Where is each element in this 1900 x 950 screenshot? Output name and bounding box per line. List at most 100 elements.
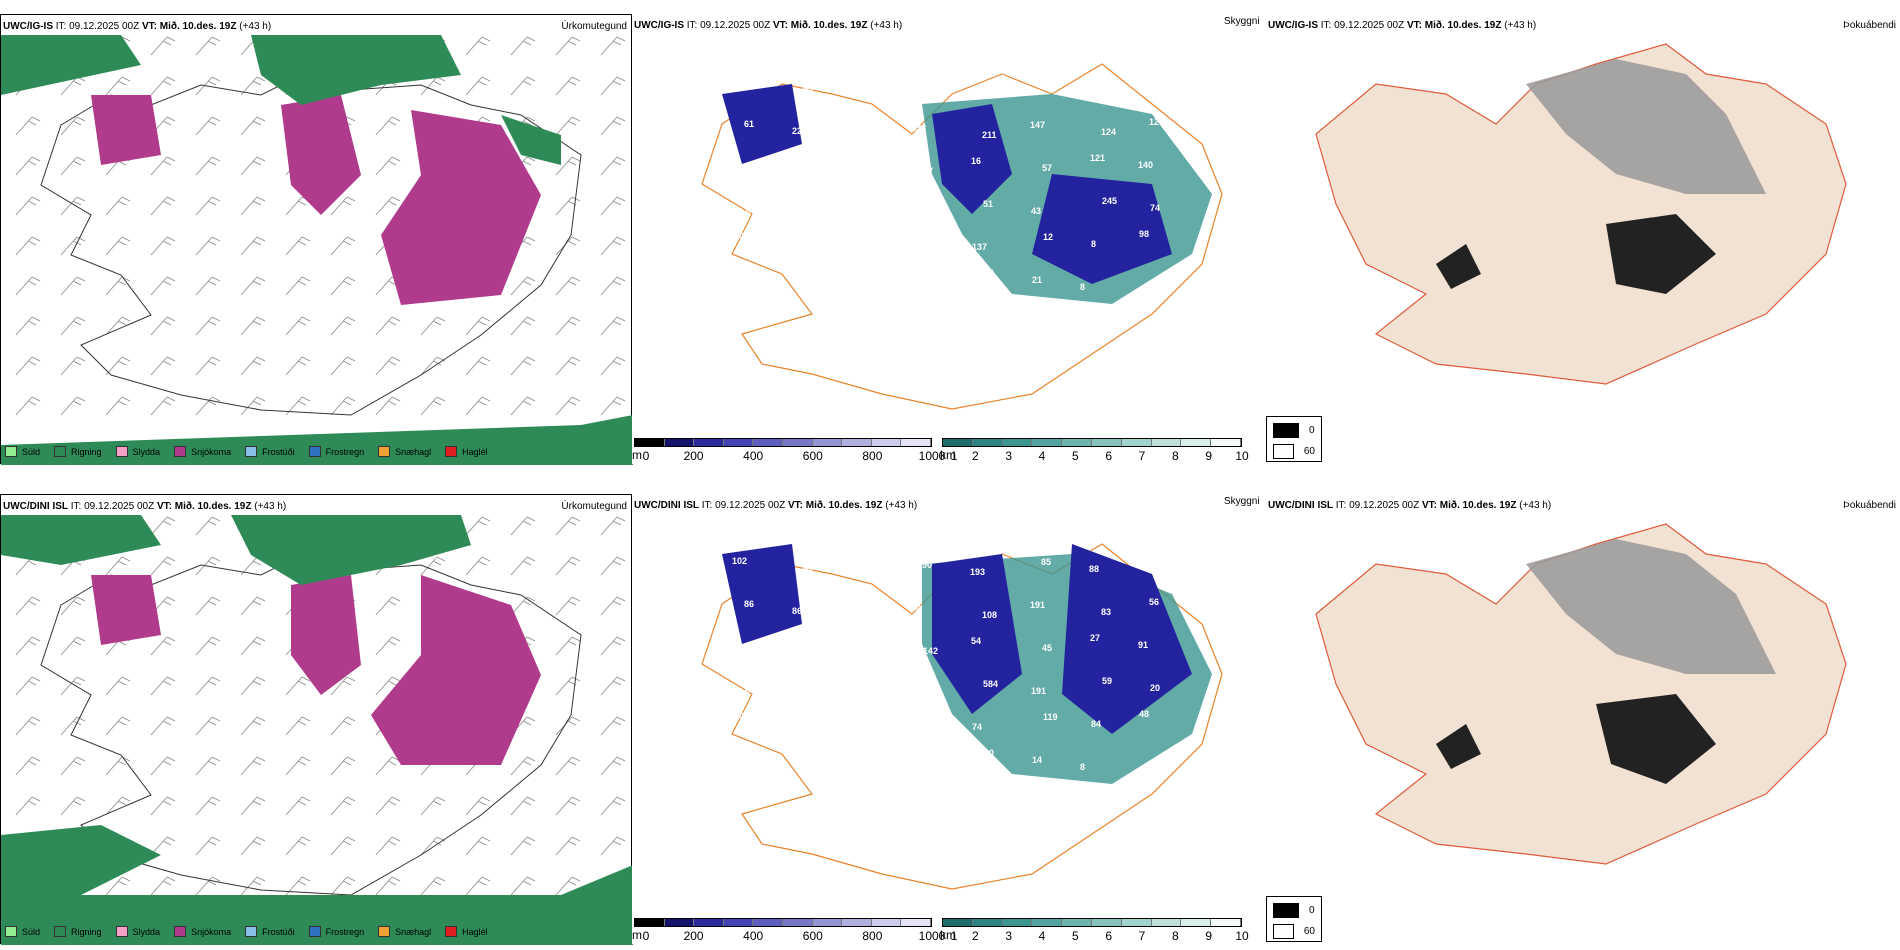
visibility-value: 191 bbox=[1030, 600, 1045, 610]
colorbar-segment bbox=[782, 439, 813, 446]
wind-barb bbox=[330, 836, 356, 856]
wind-barb bbox=[330, 876, 356, 896]
visibility-value: 12 bbox=[1043, 232, 1053, 242]
wind-barb bbox=[330, 796, 356, 816]
wind-barb bbox=[150, 796, 176, 816]
wind-barb bbox=[240, 356, 266, 376]
wind-barb bbox=[510, 876, 536, 896]
wind-barb bbox=[375, 596, 401, 616]
visibility-value: 90 bbox=[922, 560, 932, 570]
wind-barb bbox=[285, 276, 311, 296]
visibility-value: 203 bbox=[734, 711, 749, 721]
visibility-numbers-1: 9548759422297553961223171238211147124125… bbox=[732, 76, 1170, 292]
vis-colorbar-2: 1 2 3 4 5 6 7 8 9 10 km bbox=[940, 918, 1249, 943]
visibility-value: 54 bbox=[733, 162, 743, 172]
panel-title: Úrkomutegund bbox=[561, 501, 627, 512]
visibility-value: 59 bbox=[1102, 676, 1112, 686]
wind-barb bbox=[330, 236, 356, 256]
visibility-value: 171 bbox=[863, 116, 878, 126]
precip-type-map-1[interactable] bbox=[1, 15, 633, 465]
visibility-value: 86 bbox=[744, 599, 754, 609]
wind-barb bbox=[555, 116, 581, 136]
legend-item: Snæhagl bbox=[378, 926, 431, 937]
fog-panel-2: UWC/DINI ISL IT: 09.12.2025 00Z VT: Mið.… bbox=[1266, 494, 1900, 894]
wind-barb bbox=[150, 36, 176, 56]
height-colorbar-1: 0 200 400 600 800 1000 m bbox=[632, 438, 946, 463]
visibility-value: 86 bbox=[792, 606, 802, 616]
wind-barb bbox=[555, 396, 581, 416]
visibility-value: 50 bbox=[911, 603, 921, 613]
wind-barb bbox=[330, 196, 356, 216]
visibility-value: 75 bbox=[851, 90, 861, 100]
colorbar-segment bbox=[1181, 439, 1212, 446]
wind-barb bbox=[330, 356, 356, 376]
visibility-value: 147 bbox=[1030, 120, 1045, 130]
colorbar-segment bbox=[694, 439, 724, 446]
colorbar-ticks: 0 200 400 600 800 1000 bbox=[634, 449, 946, 463]
wind-barb bbox=[15, 676, 41, 696]
visibility-map-2[interactable]: 102 46 77 90 193 85 88 44 86 86 53 50 108 191 83 56 46 52… bbox=[632, 494, 1262, 914]
colorbar-segment bbox=[1062, 919, 1092, 926]
colorbar-bars bbox=[634, 438, 932, 447]
wind-barb bbox=[600, 716, 626, 736]
wind-barb bbox=[60, 636, 86, 656]
visibility-value: 76 bbox=[865, 751, 875, 761]
wind-barb bbox=[195, 676, 221, 696]
colorbar-segment bbox=[753, 439, 783, 446]
wind-barb bbox=[510, 76, 536, 96]
legend-item: Súld bbox=[5, 446, 40, 457]
visibility-value: 74 bbox=[972, 722, 982, 732]
visibility-value: 8 bbox=[1080, 282, 1085, 292]
panel-header: UWC/IG-IS IT: 09.12.2025 00Z VT: Mið. 10… bbox=[3, 21, 272, 32]
colorbar-segment bbox=[972, 439, 1003, 446]
visibility-value: 48 bbox=[803, 83, 813, 93]
colorbar-segment bbox=[1091, 919, 1122, 926]
wind-barb bbox=[555, 756, 581, 776]
visibility-panel-1: UWC/IG-IS IT: 09.12.2025 00Z VT: Mið. 10… bbox=[632, 14, 1262, 464]
wind-barb bbox=[600, 76, 626, 96]
wind-barb bbox=[150, 396, 176, 416]
wind-barb bbox=[240, 316, 266, 336]
fog-map-1[interactable] bbox=[1266, 14, 1900, 414]
colorbar-segment bbox=[1062, 439, 1092, 446]
wind-barb bbox=[375, 356, 401, 376]
wind-barb bbox=[195, 196, 221, 216]
fog-legend-item: 0 bbox=[1273, 423, 1315, 438]
panel-header: UWC/IG-IS IT: 09.12.2025 00Z VT: Mið. 10… bbox=[634, 20, 903, 31]
colorbar-segment bbox=[1181, 919, 1212, 926]
colorbar-tick: 200 bbox=[683, 449, 704, 463]
wind-barb bbox=[150, 76, 176, 96]
wind-barb bbox=[105, 356, 131, 376]
wind-barb bbox=[150, 356, 176, 376]
fog-map-2[interactable] bbox=[1266, 494, 1900, 894]
precip-legend: Súld Rigning Slydda Snjókoma Frostúði Fr… bbox=[5, 446, 488, 457]
visibility-value: 64 bbox=[804, 152, 814, 162]
wind-barb bbox=[555, 836, 581, 856]
precip-type-map-2[interactable] bbox=[1, 495, 633, 945]
visibility-value: 98 bbox=[1139, 229, 1149, 239]
wind-barb bbox=[195, 516, 221, 536]
visibility-value: 101 bbox=[924, 715, 939, 725]
panel-title: Þokuábendi bbox=[1843, 500, 1896, 511]
wind-barb bbox=[195, 356, 221, 376]
wind-barb bbox=[285, 676, 311, 696]
visibility-value: 91 bbox=[924, 235, 934, 245]
visibility-value: 99 bbox=[794, 761, 804, 771]
wind-barb bbox=[240, 676, 266, 696]
colorbar-tick: 7 bbox=[1138, 449, 1146, 463]
wind-barb bbox=[555, 196, 581, 216]
colorbar-tick: 1000 bbox=[918, 449, 946, 463]
visibility-map-1[interactable]: 9548759422297553961223171238211147124125… bbox=[632, 14, 1262, 434]
wind-barb bbox=[510, 756, 536, 776]
wind-barb bbox=[105, 796, 131, 816]
visibility-value: 223 bbox=[792, 126, 807, 136]
wind-barb bbox=[15, 316, 41, 336]
precip-type-panel-1: UWC/IG-IS IT: 09.12.2025 00Z VT: Mið. 10… bbox=[0, 14, 633, 465]
visibility-value: 95 bbox=[732, 76, 742, 86]
colorbar-segment bbox=[1002, 439, 1033, 446]
wind-barb bbox=[555, 556, 581, 576]
wind-barb bbox=[555, 596, 581, 616]
legend-swatch bbox=[115, 446, 128, 457]
colorbar-bars bbox=[634, 918, 932, 927]
colorbar-segment bbox=[1211, 439, 1241, 446]
